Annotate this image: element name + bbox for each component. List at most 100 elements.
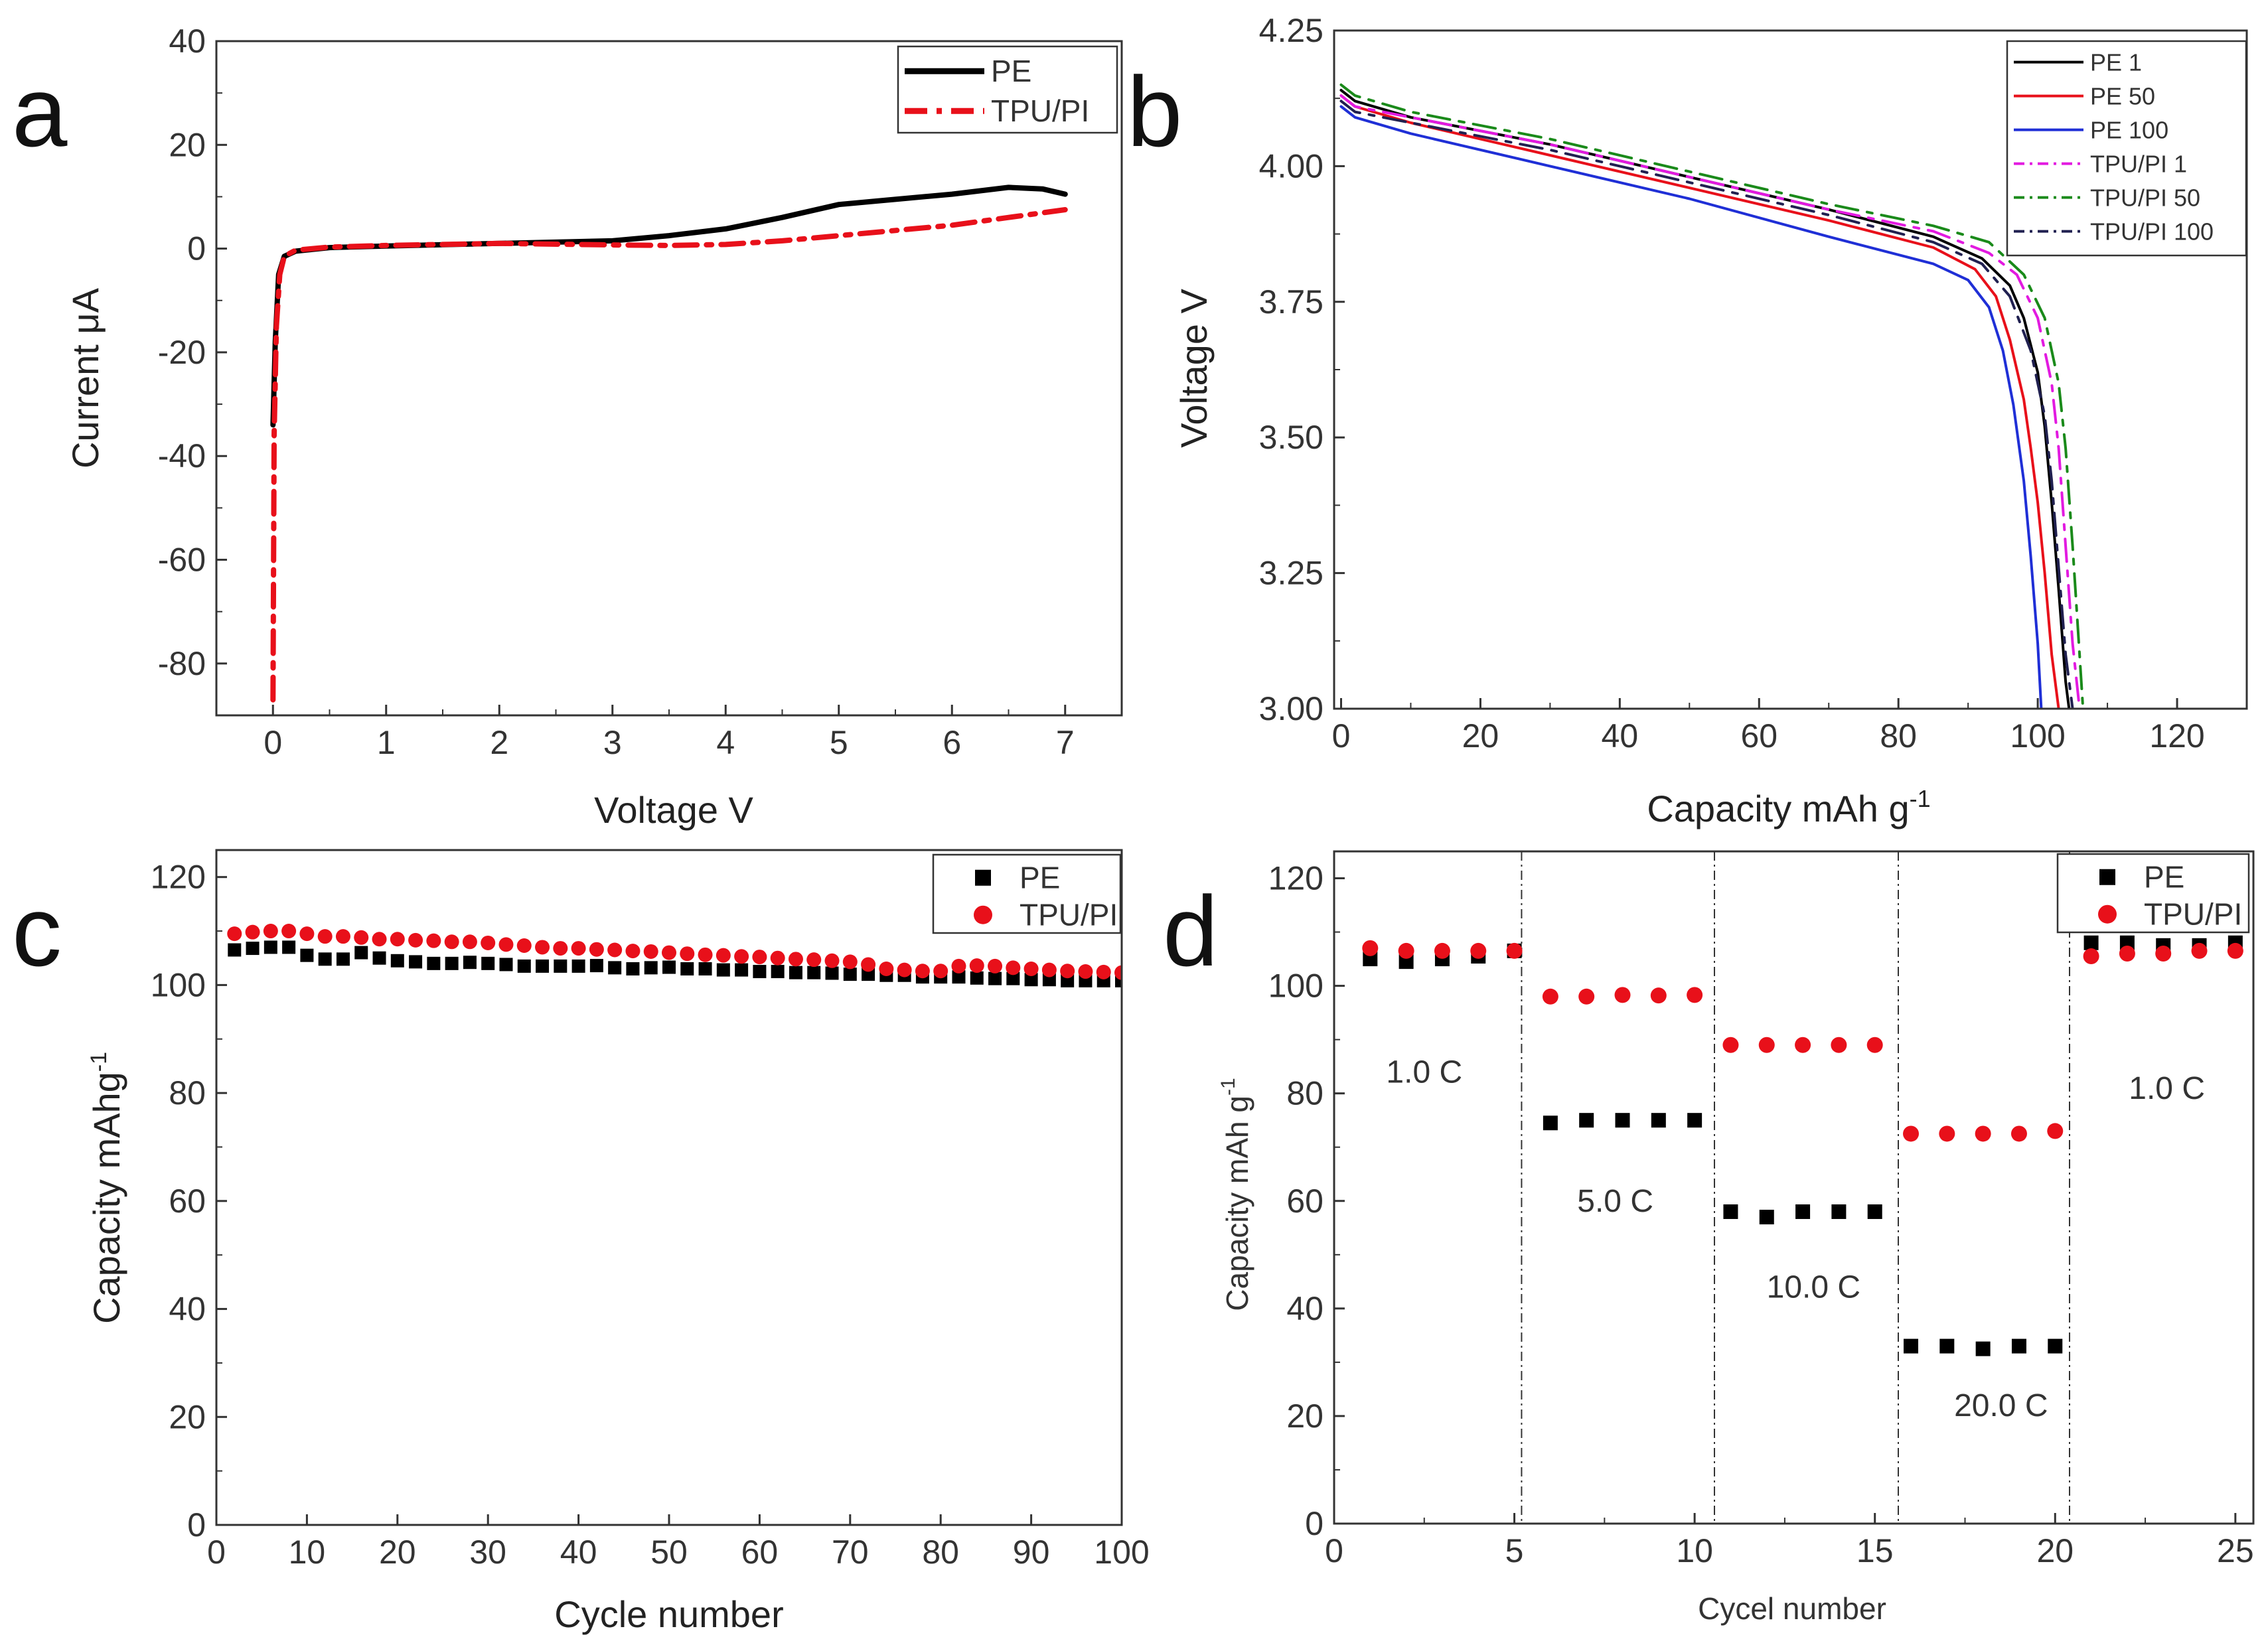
point-pe	[1399, 954, 1414, 969]
x-tick-label: 20	[2036, 1532, 2074, 1569]
point-tpu-pi	[607, 942, 623, 958]
y-tick-label: 0	[1305, 1505, 1323, 1542]
point-tpu-pi	[1722, 1037, 1739, 1053]
point-pe	[354, 946, 368, 960]
x-tick-label: 90	[1013, 1534, 1050, 1571]
y-tick-label: 4.00	[1259, 147, 1323, 184]
point-pe	[952, 970, 966, 984]
x-axis-label-sup: -1	[1910, 785, 1931, 812]
point-tpu-pi	[824, 953, 840, 968]
point-tpu-pi	[988, 958, 1003, 973]
point-tpu-pi	[372, 932, 387, 947]
x-tick-label: 60	[1740, 717, 1777, 754]
point-tpu-pi	[1096, 964, 1111, 979]
point-pe	[1363, 952, 1378, 967]
point-pe	[2048, 1338, 2063, 1354]
x-tick-label: 10	[289, 1534, 326, 1571]
point-tpu-pi	[2083, 948, 2099, 965]
series-line-tpu-pi-100	[1339, 100, 2074, 709]
point-tpu-pi	[915, 964, 930, 979]
x-axis-label: Capacity mAh g-1	[1647, 785, 1930, 829]
point-pe	[1024, 973, 1038, 987]
legend-label-pe: PE	[2144, 860, 2184, 895]
y-tick-label: 120	[151, 859, 206, 896]
point-pe	[571, 959, 585, 973]
legend-label-tpu-pi: TPU/PI	[1020, 898, 1118, 932]
rate-label: 1.0 C	[2129, 1071, 2205, 1106]
point-pe	[1904, 1338, 1919, 1354]
x-tick-label: 2	[490, 724, 508, 761]
point-pe	[427, 956, 441, 970]
point-pe	[753, 965, 767, 979]
y-tick-label: 0	[187, 1506, 206, 1543]
legend-label-tpu-pi: TPU/PI	[991, 94, 1089, 128]
point-tpu-pi	[1078, 964, 1093, 979]
point-tpu-pi	[1506, 942, 1523, 959]
point-pe	[2119, 935, 2135, 950]
point-tpu-pi	[770, 950, 785, 966]
legend-swatch-tpu-pi	[974, 905, 992, 924]
y-tick-label: 20	[169, 126, 206, 163]
y-tick-label: 3.75	[1259, 283, 1323, 321]
point-pe	[662, 960, 676, 974]
point-pe	[390, 954, 404, 968]
rate-label: 20.0 C	[1954, 1388, 2048, 1423]
series-line-pe-100	[1339, 105, 2043, 709]
point-tpu-pi	[1687, 987, 1703, 1003]
point-tpu-pi	[842, 954, 858, 969]
plot-area	[1339, 83, 2085, 709]
point-pe	[644, 961, 658, 975]
point-pe	[1867, 1204, 1882, 1219]
point-tpu-pi	[281, 924, 297, 939]
point-pe	[481, 956, 495, 970]
panel-letter: b	[1127, 56, 1182, 167]
panel-c: c 0 10 20 30 40 50 60 70 80 90 100 0 20 40 60 80 100 120 Cy…	[12, 849, 1150, 1635]
point-pe	[1006, 971, 1020, 985]
plot-frame	[1333, 850, 2255, 1525]
point-tpu-pi	[1434, 942, 1450, 959]
point-pe	[735, 963, 749, 977]
point-tpu-pi	[788, 952, 803, 967]
point-pe	[843, 968, 857, 981]
y-tick-label: 0	[187, 230, 206, 267]
point-tpu-pi	[535, 940, 550, 955]
legend-box	[2006, 40, 2247, 257]
panel-letter: c	[12, 875, 62, 987]
point-tpu-pi	[1903, 1125, 1920, 1142]
x-tick-label: 20	[379, 1534, 416, 1571]
legend-label-tpu-pi-1: TPU/PI 1	[2090, 151, 2187, 178]
legend-label-pe: PE	[1020, 861, 1060, 895]
point-tpu-pi	[698, 947, 713, 962]
point-tpu-pi	[354, 930, 369, 945]
legend-box	[932, 853, 1122, 934]
point-tpu-pi	[861, 957, 876, 972]
point-tpu-pi	[1023, 961, 1039, 976]
y-tick-label: 40	[169, 23, 206, 60]
x-tick-label: 5	[1505, 1532, 1524, 1569]
point-tpu-pi	[806, 952, 822, 968]
point-pe	[1615, 1113, 1630, 1128]
point-tpu-pi	[1041, 962, 1057, 977]
legend-label-pe: PE	[991, 54, 1031, 88]
series-line-tpu-pi-50	[1339, 83, 2085, 709]
panel-d: d 0 5 10 15 20 25 0 20 40 60 80 100 120 Cycel number Ca…	[1163, 850, 2255, 1626]
x-tick-label: 80	[1880, 717, 1917, 754]
point-pe	[1795, 1204, 1811, 1219]
point-tpu-pi	[335, 929, 350, 944]
point-pe	[499, 958, 513, 971]
point-tpu-pi	[245, 924, 260, 940]
point-pe	[372, 951, 386, 965]
point-tpu-pi	[680, 946, 695, 962]
point-pe	[988, 971, 1002, 985]
y-tick-label: 3.50	[1259, 419, 1323, 456]
y-axis-label: Voltage V	[1173, 288, 1215, 447]
point-tpu-pi	[390, 932, 405, 947]
point-tpu-pi	[1006, 960, 1021, 975]
point-pe	[445, 956, 459, 970]
y-tick-label: 100	[151, 966, 206, 1003]
point-tpu-pi	[1866, 1037, 1883, 1053]
point-tpu-pi	[716, 948, 731, 963]
point-pe	[554, 959, 567, 973]
y-tick-label: 4.25	[1259, 12, 1323, 49]
x-tick-label: 3	[603, 724, 622, 761]
